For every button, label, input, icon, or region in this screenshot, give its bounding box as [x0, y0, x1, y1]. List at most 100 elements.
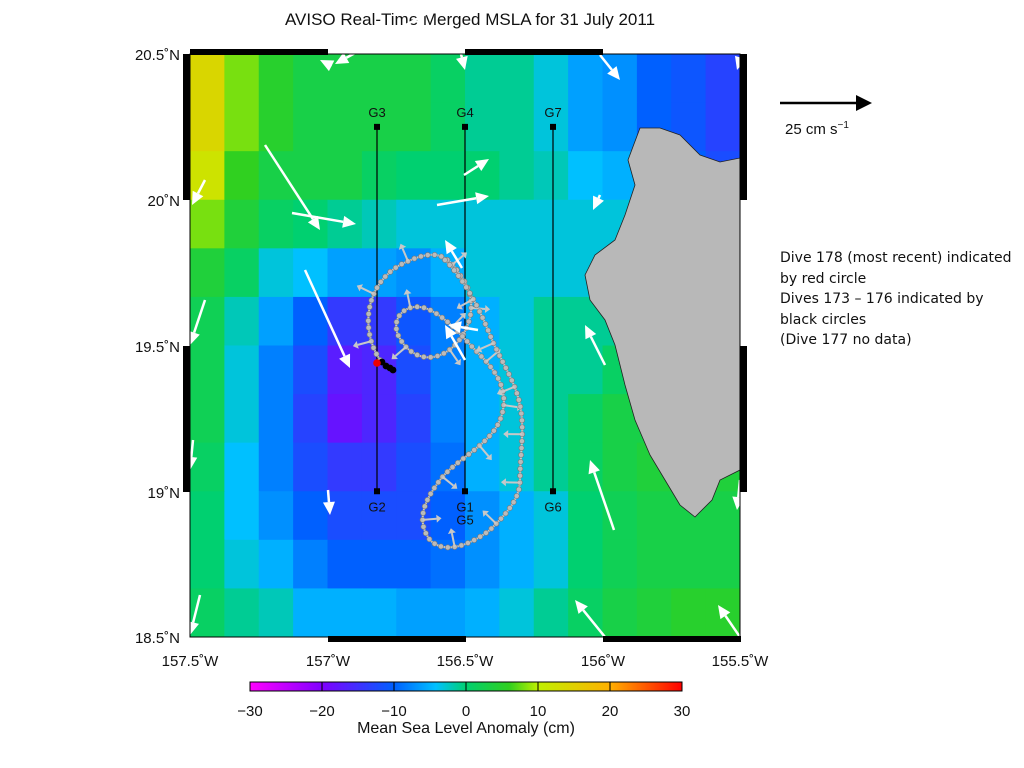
dive-vector-head — [456, 302, 463, 310]
msla-cell — [258, 539, 294, 590]
dive-vector — [485, 351, 498, 363]
dive-vector-head — [459, 312, 466, 320]
dive-marker — [395, 332, 402, 339]
dive-marker — [465, 318, 472, 325]
dive-vector-head — [482, 510, 489, 517]
msla-cell — [224, 394, 260, 444]
dive-marker — [502, 510, 509, 517]
msla-cell — [396, 394, 432, 444]
msla-cell — [293, 248, 329, 298]
dive-marker — [373, 351, 380, 357]
dive-marker — [498, 515, 504, 522]
dive-marker — [488, 525, 495, 532]
msla-cell — [258, 345, 294, 395]
current-vector-shaft — [326, 489, 331, 503]
glider-station-label: G5 — [456, 513, 473, 528]
dive-vector — [471, 306, 486, 310]
current-vector-head — [734, 55, 740, 70]
current-vector-shaft — [582, 609, 606, 638]
msla-cell — [705, 539, 740, 590]
msla-cell — [533, 539, 569, 590]
msla-cell — [533, 296, 569, 347]
dive-marker — [491, 369, 498, 376]
msla-cell — [533, 345, 569, 395]
dive-marker — [418, 253, 424, 260]
dive-marker — [515, 397, 522, 403]
msla-cell — [671, 539, 707, 590]
dive-marker — [421, 304, 427, 311]
y-tick-label: 19.5˚N — [135, 339, 180, 356]
current-vector-shaft — [460, 325, 479, 332]
dive-marker — [517, 458, 524, 465]
dive-marker — [513, 390, 520, 397]
msla-cell — [327, 442, 363, 492]
glider-station-label: G3 — [368, 105, 385, 120]
msla-cell — [533, 54, 569, 104]
msla-cell — [361, 151, 397, 201]
colorbar-tick-label: −20 — [309, 703, 334, 720]
msla-cell — [293, 394, 329, 444]
recent-dive-marker — [373, 359, 381, 367]
dive-marker — [513, 493, 520, 499]
msla-cell — [396, 199, 432, 249]
dive-marker — [424, 252, 431, 258]
msla-cell — [258, 588, 294, 637]
msla-cell — [499, 539, 535, 590]
dive-marker — [500, 395, 507, 402]
dive-vector — [448, 349, 459, 362]
msla-cell — [533, 199, 569, 249]
dive-marker — [431, 485, 438, 491]
dive-marker — [426, 536, 433, 543]
dive-vector-head — [460, 252, 468, 259]
msla-cell — [396, 54, 432, 104]
msla-cell — [568, 102, 604, 152]
msla-cell — [361, 394, 397, 444]
current-vector-head — [335, 54, 350, 64]
dive-marker — [491, 427, 497, 434]
reference-arrow — [780, 95, 872, 111]
y-tick-label: 19˚N — [147, 485, 180, 502]
dive-marker — [454, 459, 461, 466]
dive-marker — [483, 529, 489, 536]
dive-vector-head — [450, 482, 458, 489]
dive-vector-head — [391, 352, 398, 360]
current-vector-head — [593, 195, 604, 210]
current-vector-head — [322, 501, 335, 515]
msla-cell — [224, 442, 260, 492]
dive-vector-head — [496, 388, 504, 396]
dive-marker — [420, 523, 427, 530]
msla-cell — [293, 199, 329, 249]
dive-marker — [487, 333, 494, 340]
dive-marker — [398, 261, 405, 268]
dive-marker — [424, 497, 431, 503]
dive-marker — [473, 302, 480, 309]
current-vector-shaft — [436, 196, 477, 207]
glider-station-marker — [462, 123, 468, 130]
msla-cell — [465, 54, 500, 104]
msla-cell — [568, 345, 604, 395]
dive-marker — [431, 251, 438, 258]
dive-marker — [515, 486, 522, 493]
axis-tick-labels: 20.5˚N 20˚N 19.5˚N 19˚N 18.5˚N 157.5˚W 157˚W 15… — [135, 47, 769, 670]
dive-vector — [485, 513, 497, 525]
current-vectors — [190, 0, 742, 638]
msla-cell — [499, 102, 535, 152]
dive-marker — [435, 479, 442, 486]
current-vector-shaft — [450, 250, 464, 269]
dive-marker — [464, 338, 471, 345]
msla-cell — [396, 151, 432, 201]
dive-vector-head — [403, 289, 412, 295]
glider-station-marker — [374, 123, 380, 130]
current-vector-head — [307, 215, 320, 230]
y-tick-label: 18.5˚N — [135, 630, 180, 647]
dive-marker — [434, 353, 441, 359]
msla-cell — [327, 345, 363, 395]
msla-cell — [258, 151, 294, 201]
dive-marker — [459, 278, 466, 285]
dive-marker — [502, 365, 509, 371]
msla-cell — [361, 442, 397, 492]
dive-vector — [503, 404, 518, 409]
msla-cell — [465, 199, 500, 249]
msla-cell — [224, 248, 260, 298]
dive-marker — [498, 381, 504, 388]
